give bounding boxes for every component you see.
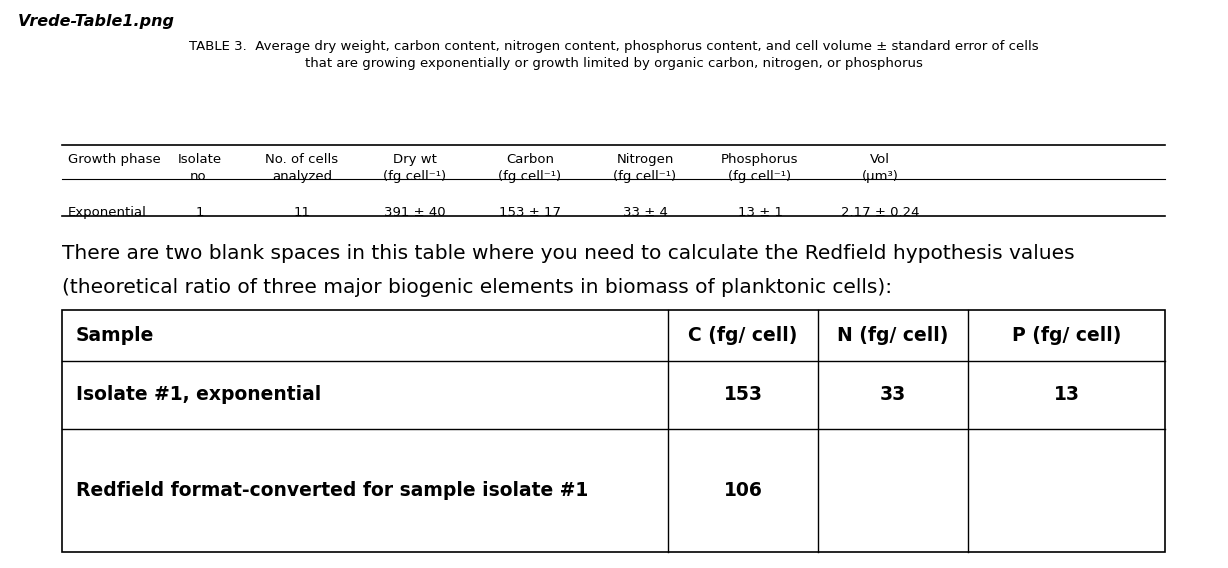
Text: Dry wt: Dry wt [393, 153, 437, 166]
Text: C (fg/ cell): C (fg/ cell) [689, 325, 798, 345]
Text: (fg cell⁻¹): (fg cell⁻¹) [499, 170, 561, 183]
Text: Isolate #1, exponential: Isolate #1, exponential [76, 385, 322, 404]
Text: 13: 13 [1054, 385, 1079, 404]
Text: N (fg/ cell): N (fg/ cell) [837, 325, 949, 345]
Text: that are growing exponentially or growth limited by organic carbon, nitrogen, or: that are growing exponentially or growth… [305, 57, 923, 70]
Text: 1: 1 [195, 206, 204, 219]
Text: (theoretical ratio of three major biogenic elements in biomass of planktonic cel: (theoretical ratio of three major biogen… [61, 278, 892, 297]
Text: 33: 33 [880, 385, 906, 404]
Text: Growth phase: Growth phase [68, 153, 161, 166]
Text: Phosphorus: Phosphorus [721, 153, 798, 166]
Text: No. of cells: No. of cells [265, 153, 339, 166]
Text: Vol: Vol [869, 153, 890, 166]
Text: (fg cell⁻¹): (fg cell⁻¹) [614, 170, 677, 183]
Text: 153 ± 17: 153 ± 17 [499, 206, 561, 219]
Text: 391 ± 40: 391 ± 40 [384, 206, 446, 219]
Text: (μm³): (μm³) [862, 170, 899, 183]
Text: (fg cell⁻¹): (fg cell⁻¹) [383, 170, 447, 183]
Text: Vrede-Table1.png: Vrede-Table1.png [18, 14, 176, 29]
Text: no.: no. [190, 170, 210, 183]
Text: Exponential: Exponential [68, 206, 147, 219]
Text: TABLE 3.  Average dry weight, carbon content, nitrogen content, phosphorus conte: TABLE 3. Average dry weight, carbon cont… [189, 40, 1039, 53]
Text: 33 ± 4: 33 ± 4 [623, 206, 668, 219]
Text: 2.17 ± 0.24: 2.17 ± 0.24 [841, 206, 920, 219]
Text: Isolate: Isolate [178, 153, 222, 166]
Text: Carbon: Carbon [506, 153, 554, 166]
Text: Nitrogen: Nitrogen [616, 153, 674, 166]
Text: There are two blank spaces in this table where you need to calculate the Redfiel: There are two blank spaces in this table… [61, 244, 1074, 263]
Text: 153: 153 [723, 385, 763, 404]
Text: 11: 11 [293, 206, 311, 219]
Text: analyzed: analyzed [271, 170, 332, 183]
Text: 106: 106 [723, 481, 763, 500]
Text: 13 ± 1: 13 ± 1 [738, 206, 782, 219]
Bar [61, 310, 1165, 552]
Text: P (fg/ cell): P (fg/ cell) [1012, 325, 1121, 345]
Text: Sample: Sample [76, 325, 155, 345]
Text: Redfield format-converted for sample isolate #1: Redfield format-converted for sample iso… [76, 481, 588, 500]
Text: (fg cell⁻¹): (fg cell⁻¹) [728, 170, 792, 183]
